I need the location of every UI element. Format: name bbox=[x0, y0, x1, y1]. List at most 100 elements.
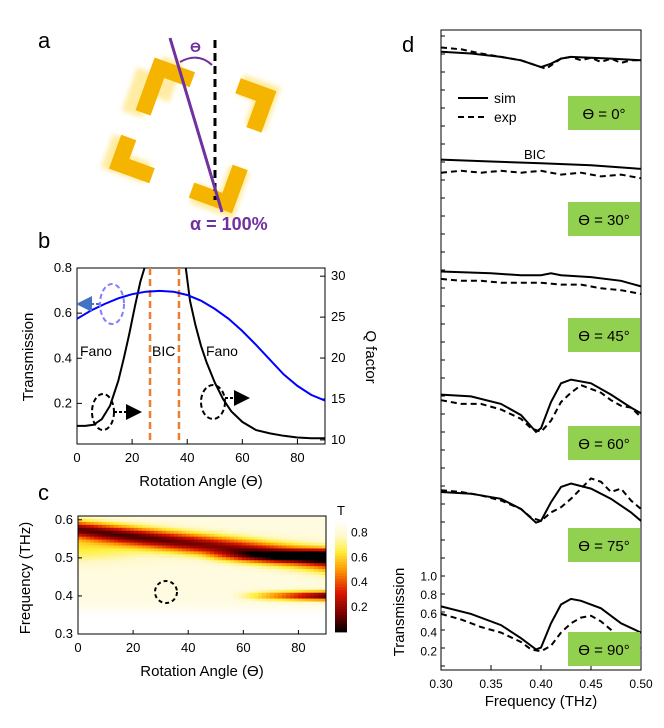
heatmap-cell bbox=[142, 631, 147, 635]
heatmap-cell bbox=[234, 539, 239, 543]
heatmap-cell bbox=[170, 604, 175, 608]
heatmap-cell bbox=[306, 542, 311, 546]
heatmap-cell bbox=[254, 533, 259, 538]
heatmap-cell bbox=[242, 533, 247, 538]
heatmap-cell bbox=[266, 548, 271, 552]
heatmap-cell bbox=[146, 583, 151, 588]
heatmap-cell bbox=[182, 545, 187, 549]
heatmap-cell bbox=[130, 601, 135, 605]
heatmap-cell bbox=[218, 530, 223, 535]
heatmap-cell bbox=[306, 595, 311, 599]
heatmap-cell bbox=[78, 601, 83, 605]
heatmap-cell bbox=[90, 524, 95, 529]
heatmap-cell bbox=[138, 524, 143, 529]
angle-badge-label: ϴ = 75° bbox=[578, 538, 629, 555]
heatmap-cell bbox=[106, 524, 111, 529]
heatmap-cell bbox=[170, 524, 175, 529]
heatmap-cell bbox=[238, 566, 243, 570]
heatmap-cell bbox=[130, 580, 135, 585]
heatmap-cell bbox=[166, 631, 171, 635]
heatmap-cell bbox=[306, 572, 311, 576]
heatmap-cell bbox=[322, 539, 327, 543]
heatmap-cell bbox=[122, 589, 127, 594]
heatmap-cell bbox=[134, 516, 139, 520]
heatmap-cell bbox=[182, 533, 187, 538]
heatmap-cell bbox=[230, 516, 235, 520]
heatmap-cell bbox=[86, 575, 91, 579]
heatmap-cell bbox=[302, 622, 307, 626]
heatmap-cell bbox=[242, 601, 247, 605]
heatmap-cell bbox=[198, 569, 203, 573]
heatmap-cell bbox=[282, 554, 287, 558]
heatmap-cell bbox=[162, 575, 167, 579]
heatmap-cell bbox=[82, 533, 87, 538]
heatmap-cell bbox=[290, 610, 295, 614]
heatmap-cell bbox=[194, 563, 199, 567]
heatmap-cell bbox=[294, 577, 299, 582]
heatmap-cell bbox=[198, 524, 203, 529]
heatmap-cell bbox=[274, 595, 279, 599]
heatmap-cell bbox=[154, 572, 159, 576]
heatmap-cell bbox=[178, 563, 183, 567]
heatmap-cell bbox=[246, 604, 251, 608]
heatmap-cell bbox=[294, 533, 299, 538]
heatmap-cell bbox=[174, 601, 179, 605]
heatmap-cell bbox=[230, 607, 235, 611]
heatmap-cell bbox=[282, 521, 287, 526]
heatmap-cell bbox=[154, 542, 159, 546]
heatmap-cell bbox=[250, 595, 255, 599]
heatmap-cell bbox=[170, 548, 175, 552]
heatmap-cell bbox=[138, 580, 143, 585]
heatmap-cell bbox=[174, 580, 179, 585]
heatmap-cell bbox=[246, 539, 251, 543]
heatmap-cell bbox=[198, 545, 203, 549]
heatmap-cell bbox=[166, 518, 171, 523]
heatmap-cell bbox=[122, 569, 127, 573]
heatmap-cell bbox=[266, 601, 271, 605]
heatmap-cell bbox=[182, 527, 187, 532]
heatmap-cell bbox=[150, 551, 155, 555]
heatmap-cell bbox=[106, 583, 111, 588]
heatmap-cell bbox=[310, 619, 315, 623]
heatmap-cell bbox=[82, 628, 87, 632]
legend-sim-label: sim bbox=[494, 90, 516, 106]
heatmap-cell bbox=[126, 595, 131, 599]
heatmap-cell bbox=[262, 542, 267, 546]
heatmap-cell bbox=[246, 518, 251, 523]
heatmap-cell bbox=[106, 539, 111, 543]
colorbar-swatch bbox=[335, 592, 347, 596]
heatmap-cell bbox=[154, 521, 159, 526]
heatmap-cell bbox=[182, 619, 187, 623]
heatmap-cell bbox=[194, 631, 199, 635]
heatmap-cell bbox=[270, 551, 275, 555]
heatmap-cell bbox=[82, 548, 87, 552]
heatmap-cell bbox=[122, 554, 127, 558]
heatmap-cell bbox=[190, 566, 195, 570]
heatmap-cell bbox=[298, 622, 303, 626]
heatmap-cell bbox=[262, 563, 267, 567]
heatmap-cell bbox=[78, 616, 83, 620]
heatmap-cell bbox=[182, 604, 187, 608]
heatmap-cell bbox=[198, 619, 203, 623]
heatmap-cell bbox=[86, 572, 91, 576]
heatmap-cell bbox=[162, 619, 167, 623]
heatmap-cell bbox=[278, 583, 283, 588]
heatmap-cell bbox=[238, 610, 243, 614]
colorbar-tick-label: 0.2 bbox=[351, 600, 368, 614]
heatmap-cell bbox=[322, 607, 327, 611]
heatmap-cell bbox=[246, 524, 251, 529]
heatmap-cell bbox=[250, 545, 255, 549]
heatmap-cell bbox=[322, 575, 327, 579]
heatmap-cell bbox=[258, 539, 263, 543]
heatmap-cell bbox=[210, 631, 215, 635]
heatmap-cell bbox=[138, 592, 143, 597]
heatmap-cell bbox=[294, 595, 299, 599]
heatmap-cell bbox=[242, 527, 247, 532]
heatmap-cell bbox=[134, 557, 139, 561]
heatmap-cell bbox=[170, 530, 175, 535]
heatmap-cell bbox=[94, 518, 99, 523]
heatmap-cell bbox=[314, 628, 319, 632]
heatmap-cell bbox=[238, 563, 243, 567]
heatmap-cell bbox=[242, 610, 247, 614]
